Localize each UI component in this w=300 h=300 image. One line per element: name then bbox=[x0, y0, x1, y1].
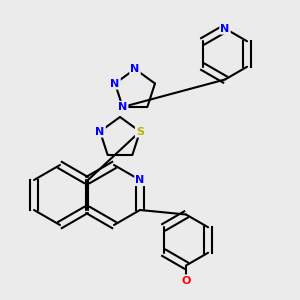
Text: O: O bbox=[181, 275, 191, 286]
Text: N: N bbox=[95, 127, 105, 136]
Text: N: N bbox=[118, 102, 127, 112]
Text: N: N bbox=[110, 79, 120, 88]
Text: N: N bbox=[220, 23, 230, 34]
Text: N: N bbox=[135, 175, 145, 185]
Text: N: N bbox=[130, 64, 140, 74]
Text: S: S bbox=[136, 127, 144, 136]
